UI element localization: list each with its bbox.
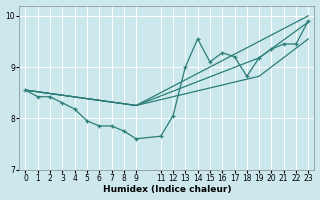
X-axis label: Humidex (Indice chaleur): Humidex (Indice chaleur) xyxy=(103,185,231,194)
